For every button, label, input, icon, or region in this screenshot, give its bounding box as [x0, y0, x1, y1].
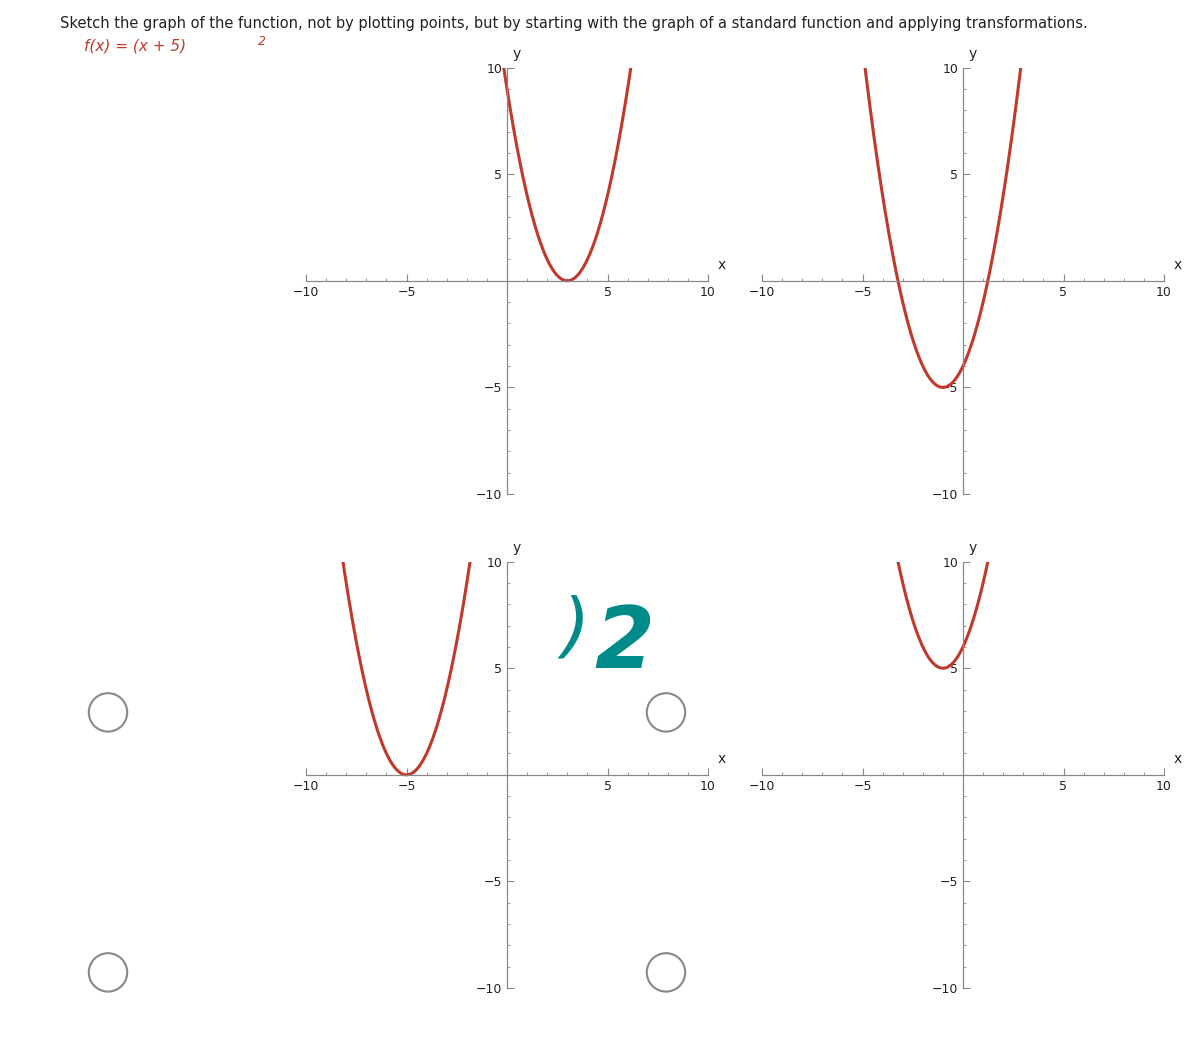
Text: ): ): [562, 595, 590, 664]
Text: f(x) = (x + 5): f(x) = (x + 5): [84, 38, 186, 53]
Text: y: y: [514, 47, 521, 61]
Text: x: x: [1174, 752, 1182, 766]
Text: y: y: [970, 47, 977, 61]
Text: y: y: [514, 541, 521, 555]
Text: y: y: [970, 541, 977, 555]
Text: x: x: [1174, 258, 1182, 272]
Text: 2: 2: [594, 603, 654, 686]
Text: x: x: [718, 752, 726, 766]
Text: Sketch the graph of the function, not by plotting points, but by starting with t: Sketch the graph of the function, not by…: [60, 16, 1087, 30]
Text: 2: 2: [258, 35, 266, 48]
Text: x: x: [718, 258, 726, 272]
